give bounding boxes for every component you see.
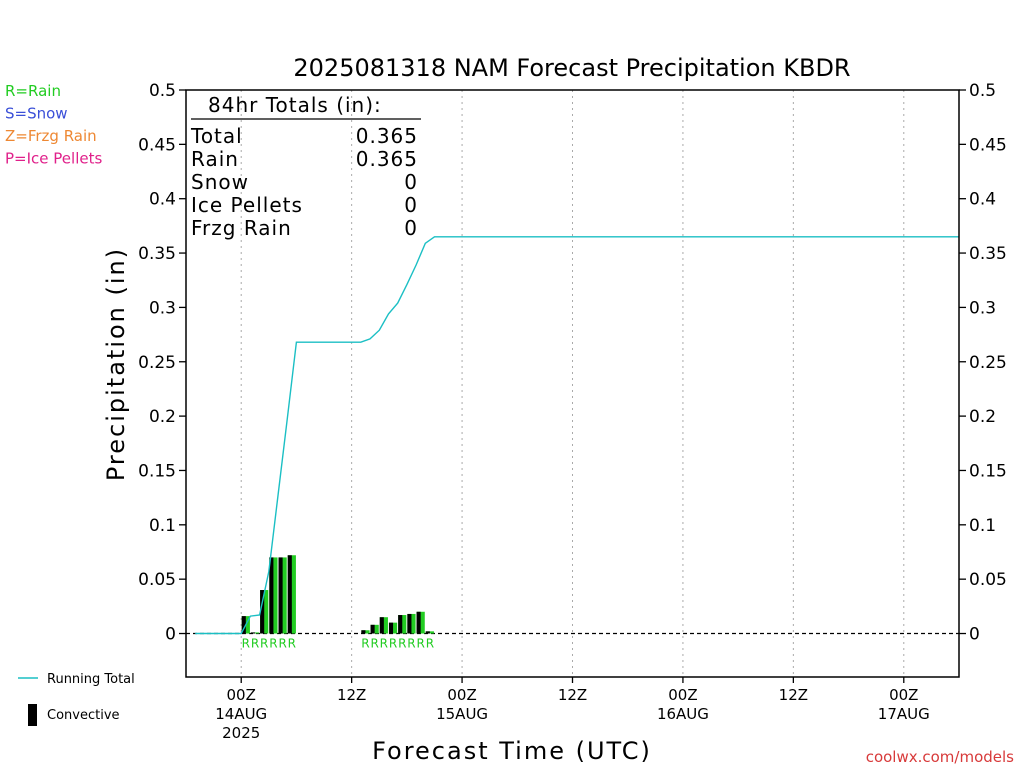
x-tick-label: 12Z [558, 686, 587, 704]
convective-bar [287, 555, 292, 634]
bar-type-label: R [426, 637, 434, 651]
y-tick-label-right: 0.4 [969, 190, 996, 210]
series-legend: Running Total Convective [18, 672, 135, 726]
y-tick-label: 0.35 [138, 244, 176, 264]
precip-type-legend: R=Rain S=Snow Z=Frzg Rain P=Ice Pellets [5, 82, 102, 168]
convective-bar [361, 630, 366, 634]
bar-type-label: R [260, 637, 268, 651]
bar-type-label: R [269, 637, 277, 651]
credit-text: coolwx.com/models [866, 748, 1014, 766]
x-axis-label: Forecast Time (UTC) [372, 737, 652, 765]
convective-bar [425, 631, 430, 634]
x-tick-label: 00Z [447, 686, 476, 704]
bar-type-label: R [398, 637, 406, 651]
grid-lines [186, 90, 959, 677]
totals-row-value: 0 [404, 216, 418, 240]
y-tick-label: 0.4 [149, 190, 176, 210]
y-tick-label-right: 0.5 [969, 81, 996, 101]
totals-row-value: 0 [404, 170, 418, 194]
precip-type-legend-item: S=Snow [5, 105, 68, 123]
series-legend-label: Convective [47, 708, 120, 723]
x-tick-date: 15AUG [436, 705, 488, 723]
y-axis-label: Precipitation (in) [102, 247, 130, 481]
y-tick-label: 0.25 [138, 353, 176, 373]
series-legend-label: Running Total [47, 672, 135, 687]
bar-type-label: R [389, 637, 397, 651]
x-tick-date: 16AUG [657, 705, 709, 723]
y-tick-label: 0.45 [138, 135, 176, 155]
y-axes: 0.5 0.5 0.45 0.45 0.4 0.4 0.35 0.35 0.3 0.3 0.25 0.… [138, 81, 1007, 645]
convective-bar [379, 617, 384, 634]
x-tick-label: 12Z [337, 686, 366, 704]
convective-bar [260, 590, 265, 634]
y-tick-label-right: 0.25 [969, 353, 1007, 373]
x-tick-date: 14AUG [215, 705, 267, 723]
x-tick-date: 17AUG [878, 705, 930, 723]
convective-bar [407, 613, 412, 634]
convective-bar [398, 615, 403, 634]
bar-type-label: R [407, 637, 415, 651]
totals-box: 84hr Totals (in): Total 0.365 Rain 0.365 Snow… [190, 93, 421, 240]
y-tick-label-right: 0.1 [969, 516, 996, 536]
convective-bar [388, 622, 394, 634]
bar-type-label: R [288, 637, 296, 651]
precip-type-legend-item: Z=Frzg Rain [5, 127, 97, 145]
bar-type-label: R [380, 637, 388, 651]
y-tick-label-right: 0.15 [969, 461, 1007, 481]
bar-type-label: R [242, 637, 250, 651]
convective-bar [241, 616, 246, 634]
convective-legend-swatch [28, 704, 37, 726]
convective-bar [278, 557, 283, 634]
running-total-series [195, 236, 959, 635]
totals-row-label: Ice Pellets [191, 193, 303, 217]
y-tick-label-right: 0.3 [969, 298, 996, 318]
totals-row-value: 0.365 [356, 124, 418, 148]
x-tick-label: 12Z [779, 686, 808, 704]
totals-row-value: 0 [404, 193, 418, 217]
y-tick-label: 0.1 [149, 516, 176, 536]
x-tick-label: 00Z [227, 686, 256, 704]
totals-row-label: Rain [191, 147, 239, 171]
chart-title: 2025081318 NAM Forecast Precipitation KB… [293, 54, 850, 82]
totals-row-value: 0.365 [356, 147, 418, 171]
bar-type-label: R [361, 637, 369, 651]
x-tick-label: 00Z [668, 686, 697, 704]
y-tick-label: 0 [165, 625, 176, 645]
convective-bar [416, 611, 421, 634]
y-tick-label: 0.2 [149, 407, 176, 427]
y-tick-label: 0.3 [149, 298, 176, 318]
x-tick-year: 2025 [222, 724, 260, 742]
bar-type-label: R [278, 637, 286, 651]
y-tick-label: 0.15 [138, 461, 176, 481]
running-total-line [195, 236, 959, 635]
y-tick-label-right: 0.45 [969, 135, 1007, 155]
precip-type-legend-item: R=Rain [5, 82, 61, 100]
y-tick-label-right: 0.2 [969, 407, 996, 427]
y-tick-label-right: 0 [969, 625, 980, 645]
totals-row-label: Total [190, 124, 243, 148]
y-tick-label-right: 0.05 [969, 570, 1007, 590]
y-tick-label-right: 0.35 [969, 244, 1007, 264]
totals-row-label: Frzg Rain [191, 216, 292, 240]
x-tick-label: 00Z [889, 686, 918, 704]
convective-bar [269, 557, 274, 634]
totals-heading: 84hr Totals (in): [208, 93, 382, 117]
convective-bar [370, 624, 375, 634]
bar-type-label: R [251, 637, 259, 651]
bar-type-label: R [416, 637, 424, 651]
y-tick-label: 0.5 [149, 81, 176, 101]
precip-type-legend-item: P=Ice Pellets [5, 150, 102, 168]
precip-bars [241, 555, 434, 634]
convective-bar [250, 632, 256, 634]
bar-type-label: R [370, 637, 378, 651]
y-tick-label: 0.05 [138, 570, 176, 590]
totals-row-label: Snow [191, 170, 249, 194]
